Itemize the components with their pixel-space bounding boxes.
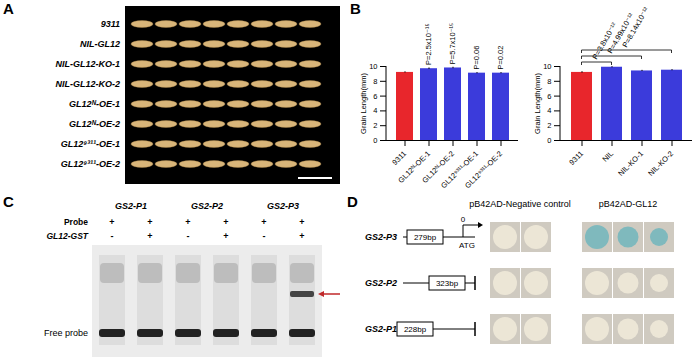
- svg-text:9311: 9311: [390, 149, 408, 167]
- svg-text:323bp: 323bp: [436, 279, 459, 288]
- svg-text:6: 6: [547, 92, 551, 101]
- svg-text:GL12ᴺ-OE-2: GL12ᴺ-OE-2: [420, 149, 457, 185]
- svg-text:GL12-GST: GL12-GST: [46, 231, 88, 241]
- svg-text:GL12ᴺ-OE-2: GL12ᴺ-OE-2: [69, 119, 120, 129]
- svg-text:228bp: 228bp: [404, 325, 427, 334]
- html-text:A: A: [3, 0, 14, 17]
- svg-text:GL12⁹³¹¹-OE-1: GL12⁹³¹¹-OE-1: [439, 149, 481, 191]
- svg-text:ATG: ATG: [459, 241, 475, 250]
- svg-text:P=4.99x10⁻¹²: P=4.99x10⁻¹²: [605, 11, 636, 55]
- svg-text:NIL-GL12-KO-2: NIL-GL12-KO-2: [55, 79, 120, 89]
- svg-text:8: 8: [373, 77, 377, 86]
- html-text:C: C: [3, 193, 14, 210]
- svg-text:P=0.06: P=0.06: [472, 46, 481, 70]
- svg-text:10: 10: [543, 62, 551, 71]
- svg-text:GS2-P2: GS2-P2: [191, 201, 223, 211]
- svg-text:0: 0: [547, 136, 551, 145]
- svg-text:0: 0: [461, 215, 466, 224]
- svg-text:-: -: [263, 231, 266, 241]
- svg-text:+: +: [223, 231, 228, 241]
- svg-text:9311: 9311: [101, 19, 120, 29]
- svg-text:4: 4: [547, 106, 551, 115]
- svg-text:NIL-KO-2: NIL-KO-2: [646, 149, 675, 178]
- svg-text:NIL: NIL: [600, 149, 615, 164]
- svg-text:Free probe: Free probe: [44, 328, 88, 338]
- svg-text:+: +: [147, 217, 152, 227]
- svg-text:4: 4: [373, 106, 377, 115]
- svg-text:279bp: 279bp: [414, 233, 437, 242]
- svg-text:pB42AD-Negative control: pB42AD-Negative control: [469, 199, 571, 209]
- svg-text:2: 2: [547, 121, 551, 130]
- svg-text:+: +: [109, 217, 114, 227]
- svg-text:GL12ᴺ-OE-1: GL12ᴺ-OE-1: [396, 149, 433, 185]
- svg-text:-: -: [111, 231, 114, 241]
- svg-text:+: +: [261, 217, 266, 227]
- svg-text:GL12⁹³¹¹-OE-1: GL12⁹³¹¹-OE-1: [61, 139, 120, 149]
- svg-text:NIL-GL12-KO-1: NIL-GL12-KO-1: [55, 59, 120, 69]
- svg-text:Probe: Probe: [64, 217, 88, 227]
- svg-text:10: 10: [369, 62, 377, 71]
- svg-text:Grain Length(mm): Grain Length(mm): [359, 73, 368, 134]
- svg-text:6: 6: [373, 92, 377, 101]
- svg-text:Grain Length(mm): Grain Length(mm): [533, 73, 542, 134]
- svg-text:GS2-P3: GS2-P3: [267, 201, 299, 211]
- svg-text:GS2-P1: GS2-P1: [365, 324, 397, 334]
- svg-text:+: +: [185, 217, 190, 227]
- svg-text:GS2-P2: GS2-P2: [365, 278, 397, 288]
- svg-text:NIL-GL12: NIL-GL12: [80, 39, 120, 49]
- svg-text:+: +: [299, 217, 304, 227]
- svg-text:P=5.7x10⁻¹⁵: P=5.7x10⁻¹⁵: [448, 23, 457, 64]
- html-text:D: D: [347, 193, 358, 210]
- svg-text:8: 8: [547, 77, 551, 86]
- svg-text:GL12⁹³¹¹-OE-2: GL12⁹³¹¹-OE-2: [61, 159, 120, 169]
- svg-text:+: +: [223, 217, 228, 227]
- svg-text:GL12ᴺ-OE-1: GL12ᴺ-OE-1: [69, 99, 120, 109]
- svg-text:P=8.14x10⁻¹²: P=8.14x10⁻¹²: [620, 5, 651, 49]
- svg-text:-: -: [187, 231, 190, 241]
- svg-text:+: +: [299, 231, 304, 241]
- svg-text:0: 0: [373, 136, 377, 145]
- svg-text:GS2-P3: GS2-P3: [365, 232, 397, 242]
- svg-text:pB42AD-GL12: pB42AD-GL12: [599, 199, 658, 209]
- svg-text:2: 2: [373, 121, 377, 130]
- svg-text:GL12⁹³¹¹-OE-2: GL12⁹³¹¹-OE-2: [463, 149, 504, 190]
- svg-text:GS2-P1: GS2-P1: [115, 201, 147, 211]
- svg-text:NIL-KO-1: NIL-KO-1: [616, 149, 645, 178]
- svg-text:9311: 9311: [567, 149, 585, 167]
- svg-text:P=3.8x10⁻¹²: P=3.8x10⁻¹²: [590, 21, 619, 61]
- svg-text:P=0.02: P=0.02: [496, 46, 505, 70]
- svg-text:P=2.5x10⁻¹⁵: P=2.5x10⁻¹⁵: [424, 24, 433, 65]
- html-text:B: B: [350, 0, 361, 17]
- svg-text:+: +: [147, 231, 152, 241]
